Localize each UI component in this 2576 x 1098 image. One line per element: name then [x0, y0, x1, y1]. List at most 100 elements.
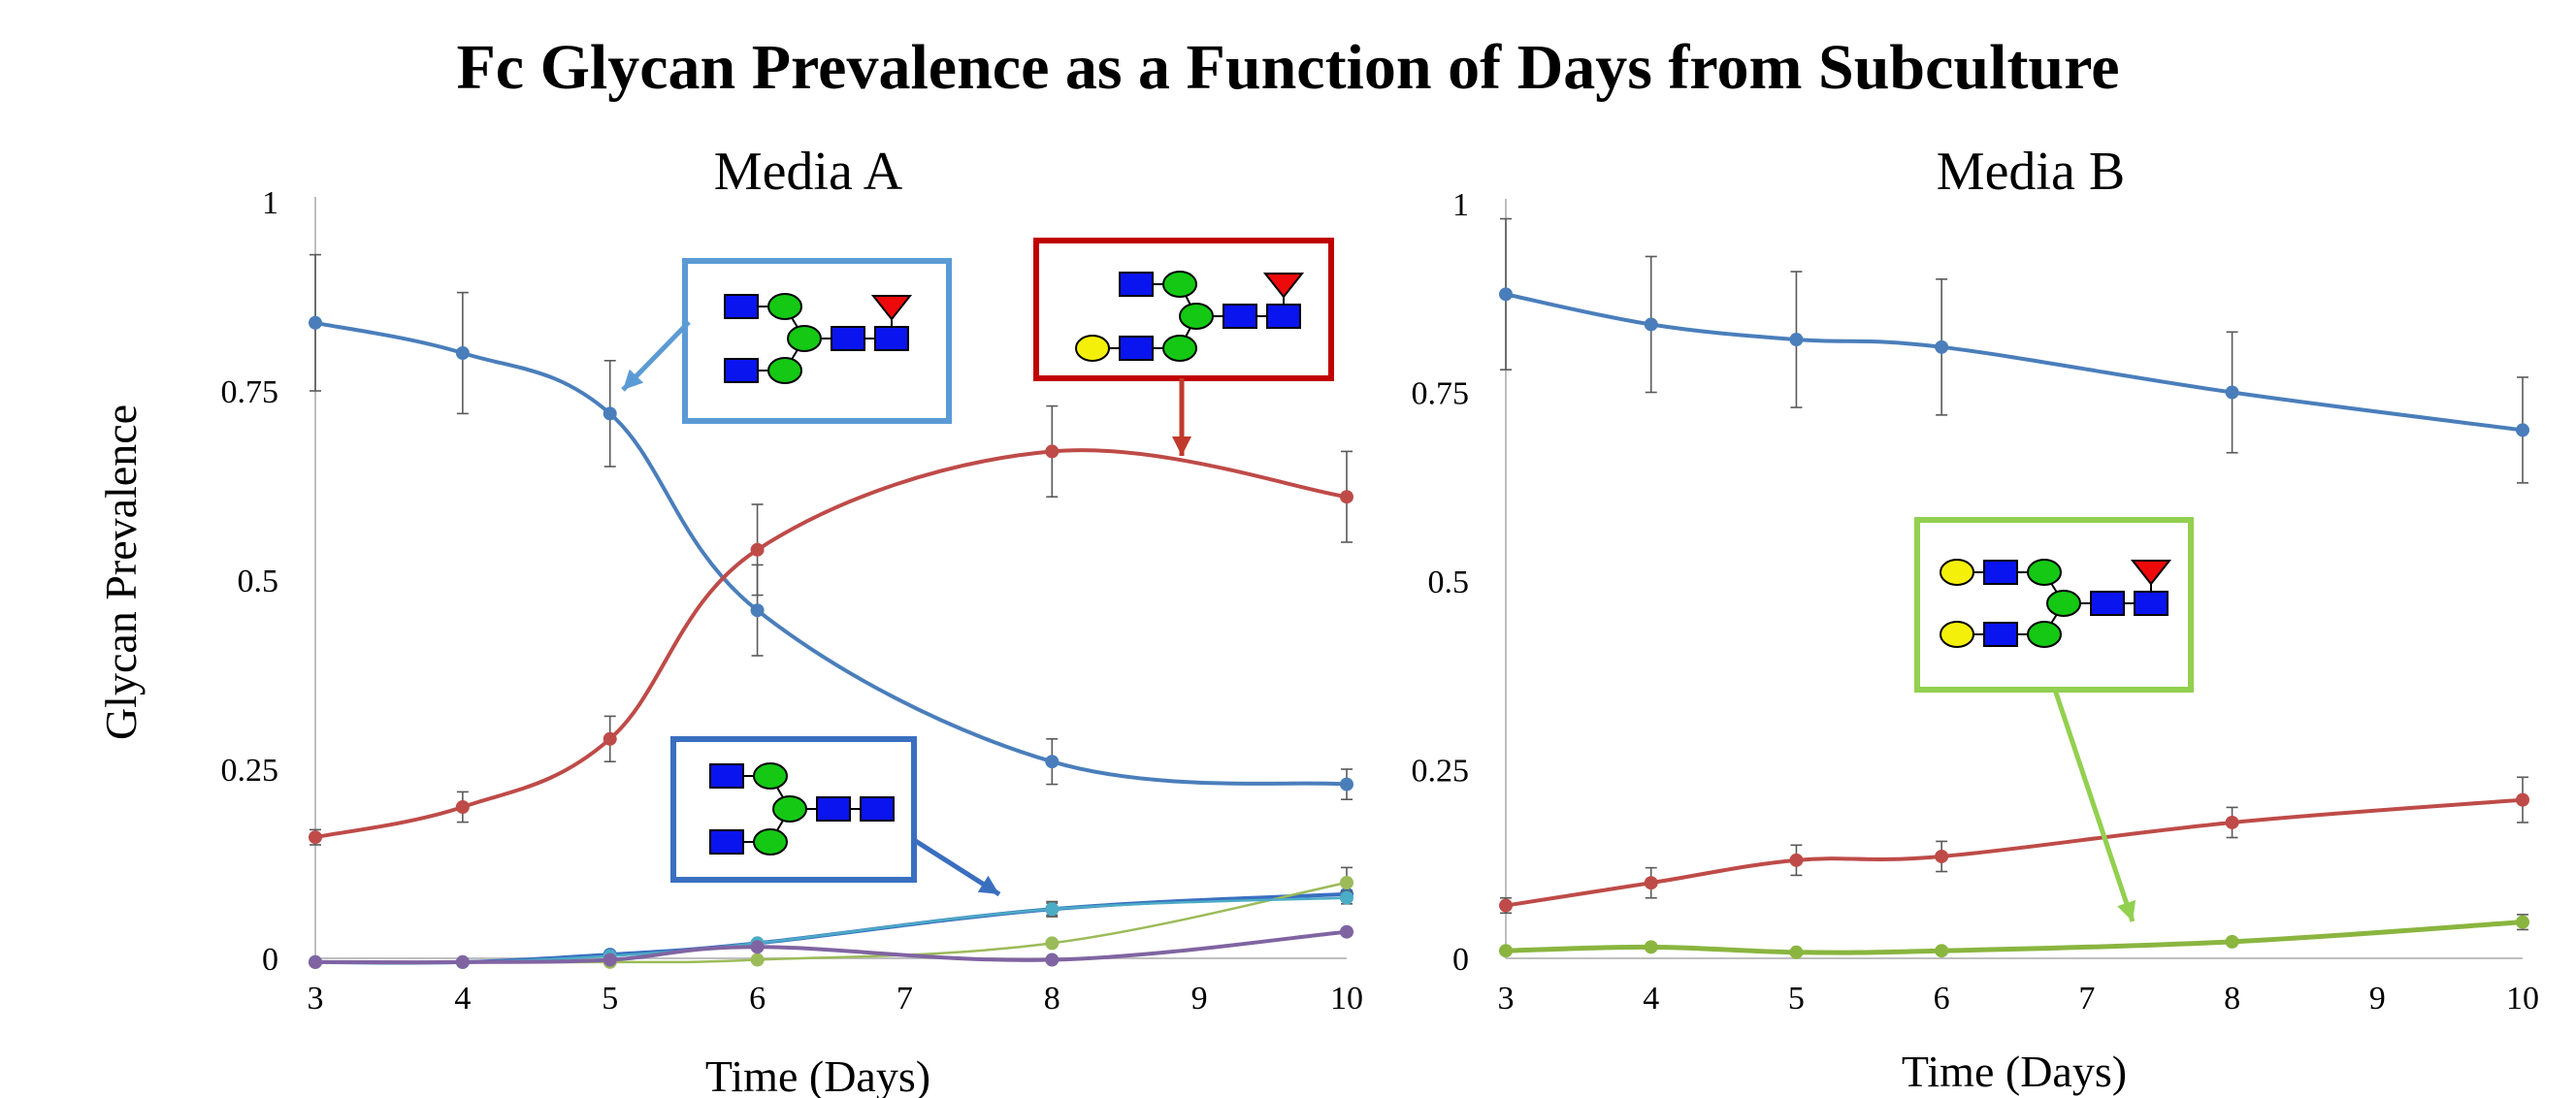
- data-point: [1644, 940, 1658, 954]
- series-4: [309, 866, 1353, 969]
- series-3: [1499, 914, 2529, 959]
- mannose-circle-icon: [767, 357, 802, 384]
- mannose-circle-icon: [1162, 335, 1197, 362]
- glcnac-square-icon: [860, 796, 895, 822]
- chart-title: Fc Glycan Prevalence as a Function of Da…: [456, 32, 2120, 103]
- series-line: [313, 896, 1349, 964]
- data-point: [1340, 490, 1353, 504]
- glcnac-square-icon: [1266, 304, 1301, 329]
- data-point: [750, 940, 765, 954]
- mannose-circle-icon: [1179, 303, 1214, 330]
- data-point: [1340, 890, 1353, 905]
- glycan-g2f: [1914, 517, 2194, 693]
- glcnac-square-icon: [2090, 591, 2125, 616]
- arrow-g2f: [2052, 689, 2136, 922]
- data-point: [1935, 944, 1949, 958]
- data-point: [603, 406, 617, 421]
- x-tick-label: 3: [1498, 981, 1515, 1017]
- series-line: [1503, 920, 2526, 955]
- x-tick-label: 7: [897, 981, 913, 1017]
- data-point: [1935, 339, 1949, 354]
- data-point: [2516, 423, 2529, 437]
- data-point: [1045, 444, 1060, 459]
- data-point: [1045, 755, 1060, 769]
- x-tick-label: 4: [454, 981, 471, 1017]
- data-point: [750, 953, 765, 967]
- y-tick-label: 0.75: [221, 374, 279, 410]
- data-point: [2516, 792, 2529, 807]
- data-point: [603, 953, 617, 967]
- glcnac-square-icon: [2134, 591, 2168, 616]
- x-tick-label: 4: [1643, 981, 1659, 1017]
- data-point: [1499, 287, 1513, 302]
- chart-panel-2: Media B Time (Days) 3 4 5 6 7 8 9 10 0 0.25 0.5 0.75 1: [1412, 142, 2540, 1096]
- x-tick-label: 5: [1788, 981, 1805, 1017]
- series-2: [1499, 776, 2529, 915]
- data-point: [1045, 902, 1060, 917]
- data-point: [1789, 853, 1804, 867]
- series-1: [309, 253, 1353, 801]
- glcnac-square-icon: [831, 326, 865, 351]
- series-1: [1499, 217, 2529, 484]
- mannose-circle-icon: [2046, 590, 2081, 617]
- arrow-g0f: [621, 320, 691, 392]
- data-point: [1789, 945, 1804, 959]
- fucose-triangle-icon: [870, 295, 913, 321]
- mannose-circle-icon: [753, 828, 788, 856]
- data-point: [1045, 936, 1060, 951]
- data-point: [2225, 934, 2239, 949]
- data-point: [309, 954, 322, 969]
- mannose-circle-icon: [753, 762, 788, 790]
- y-tick-label: 0: [262, 942, 278, 978]
- data-point: [455, 954, 470, 969]
- x-tick-label: 3: [308, 981, 324, 1017]
- data-point: [455, 346, 470, 360]
- glcnac-square-icon: [709, 763, 744, 789]
- y-axis-label: Glycan Prevalence: [96, 404, 146, 740]
- panel-title: Media A: [714, 142, 903, 202]
- y-tick-label: 0.5: [1428, 565, 1470, 600]
- x-tick-label: 10: [2506, 981, 2539, 1017]
- y-tick-label: 0.25: [1412, 754, 1470, 790]
- series-2: [309, 404, 1353, 846]
- x-tick-label: 8: [2224, 981, 2240, 1017]
- arrowhead-icon: [2117, 899, 2136, 921]
- x-tick-label: 10: [1330, 981, 1363, 1017]
- data-point: [2225, 385, 2239, 400]
- data-point: [309, 315, 322, 330]
- data-point: [309, 830, 322, 845]
- x-tick-label: 8: [1044, 981, 1060, 1017]
- x-tick-label: 7: [2078, 981, 2095, 1017]
- mannose-circle-icon: [2027, 559, 2062, 586]
- x-tick-label: 6: [749, 981, 766, 1017]
- y-tick-label: 0.75: [1412, 376, 1470, 412]
- data-point: [1340, 777, 1353, 791]
- x-axis-label: Time (Days): [1902, 1047, 2127, 1096]
- data-point: [1340, 924, 1353, 939]
- fucose-triangle-icon: [2130, 560, 2172, 586]
- data-point: [2516, 915, 2529, 929]
- panel-title: Media B: [1937, 142, 2125, 202]
- x-tick-label: 9: [1191, 981, 1208, 1017]
- glcnac-square-icon: [1223, 304, 1257, 329]
- mannose-circle-icon: [772, 795, 807, 823]
- arrow-g0: [912, 837, 1001, 897]
- x-tick-label: 6: [1934, 981, 1950, 1017]
- arrowhead-icon: [1172, 436, 1191, 456]
- series-line: [1504, 797, 2525, 908]
- data-point: [603, 731, 617, 746]
- arrowhead-icon: [623, 369, 644, 390]
- glcnac-square-icon: [1983, 560, 2018, 585]
- glcnac-square-icon: [724, 358, 759, 383]
- y-tick-label: 0: [1452, 942, 1469, 978]
- glycan-g1f: [1033, 238, 1334, 381]
- data-point: [750, 542, 765, 557]
- mannose-circle-icon: [767, 293, 802, 320]
- mannose-circle-icon: [1162, 271, 1197, 298]
- y-tick-label: 0.25: [221, 753, 279, 789]
- glcnac-square-icon: [709, 829, 744, 855]
- data-point: [1499, 898, 1513, 913]
- series-line: [313, 891, 1349, 965]
- series-line: [1504, 292, 2525, 433]
- data-point: [750, 603, 765, 618]
